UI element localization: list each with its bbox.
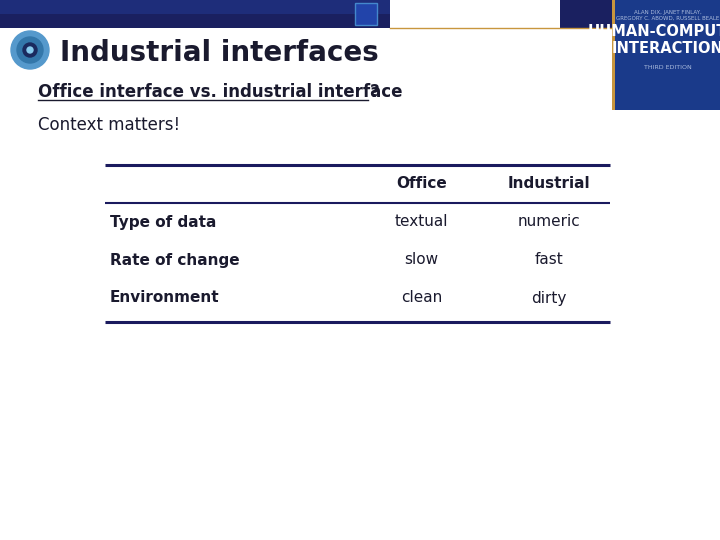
Circle shape	[27, 47, 33, 53]
Text: fast: fast	[535, 253, 563, 267]
Bar	[560, 0, 720, 28]
Circle shape	[23, 43, 37, 57]
Text: Context matters!: Context matters!	[38, 116, 180, 134]
Text: THIRD EDITION: THIRD EDITION	[644, 65, 692, 70]
Text: Type of data: Type of data	[110, 214, 217, 230]
Circle shape	[11, 31, 49, 69]
Text: HUMAN-COMPUTER
INTERACTION: HUMAN-COMPUTER INTERACTION	[588, 24, 720, 56]
Bar	[612, 0, 720, 110]
Circle shape	[17, 37, 43, 63]
Text: Office: Office	[396, 177, 447, 192]
Text: clean: clean	[401, 291, 442, 306]
Bar	[612, 0, 615, 110]
Text: Industrial interfaces: Industrial interfaces	[60, 39, 379, 67]
Text: Environment: Environment	[110, 291, 220, 306]
Text: dirty: dirty	[531, 291, 567, 306]
Text: Industrial: Industrial	[508, 177, 590, 192]
Text: Rate of change: Rate of change	[110, 253, 240, 267]
Bar	[355, 3, 377, 25]
Text: textual: textual	[395, 214, 449, 230]
Bar	[0, 14, 390, 28]
Bar	[612, 12, 702, 30]
Text: numeric: numeric	[518, 214, 580, 230]
Bar	[0, 0, 390, 14]
Text: slow: slow	[405, 253, 438, 267]
Text: ?: ?	[370, 83, 379, 101]
Text: Office interface vs. industrial interface: Office interface vs. industrial interfac…	[38, 83, 402, 101]
Text: ALAN DIX, JANET FINLAY,
GREGORY C. ABOWD, RUSSELL BEALE: ALAN DIX, JANET FINLAY, GREGORY C. ABOWD…	[616, 10, 719, 21]
